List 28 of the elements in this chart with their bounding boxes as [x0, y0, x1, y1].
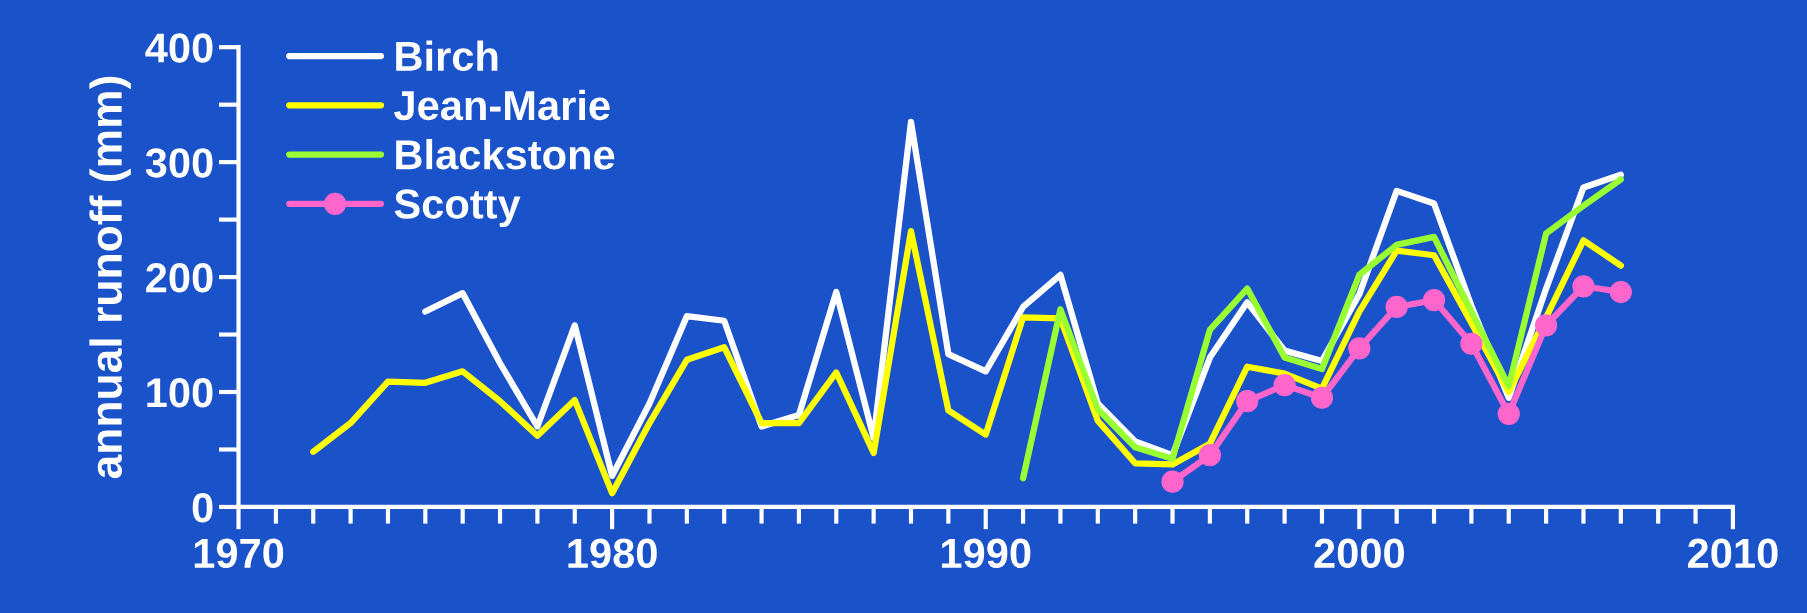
y-tick-label: 0 — [192, 492, 213, 523]
point — [1161, 470, 1184, 493]
y-axis-title: annual runoff (mm) — [89, 76, 131, 479]
point — [1534, 314, 1558, 337]
x-tick-label: 2000 — [1314, 538, 1404, 569]
x-tick-label: 1980 — [568, 538, 657, 569]
point — [1385, 295, 1408, 319]
point — [1310, 386, 1334, 409]
y-tick-label: 400 — [145, 33, 213, 63]
point — [1236, 390, 1259, 413]
legend-label: Jean-Marie — [394, 89, 610, 121]
legend-label: Blackstone — [396, 138, 615, 170]
point — [1198, 444, 1221, 467]
x-tick-label: 1990 — [942, 538, 1031, 569]
point — [1460, 332, 1483, 355]
point — [1273, 374, 1296, 397]
point — [1422, 288, 1446, 312]
point — [1348, 337, 1371, 360]
y-tick-label: 300 — [145, 148, 213, 178]
y-tick-label: 200 — [146, 263, 213, 293]
y-tick-label: 100 — [147, 378, 213, 408]
point — [1609, 280, 1632, 304]
point — [1572, 275, 1595, 298]
point — [1497, 402, 1520, 425]
legend-label: Birch — [396, 40, 498, 72]
x-tick-label: 1970 — [194, 538, 284, 569]
x-tick-label: 2010 — [1688, 538, 1778, 569]
legend-label: Scotty — [394, 189, 521, 228]
